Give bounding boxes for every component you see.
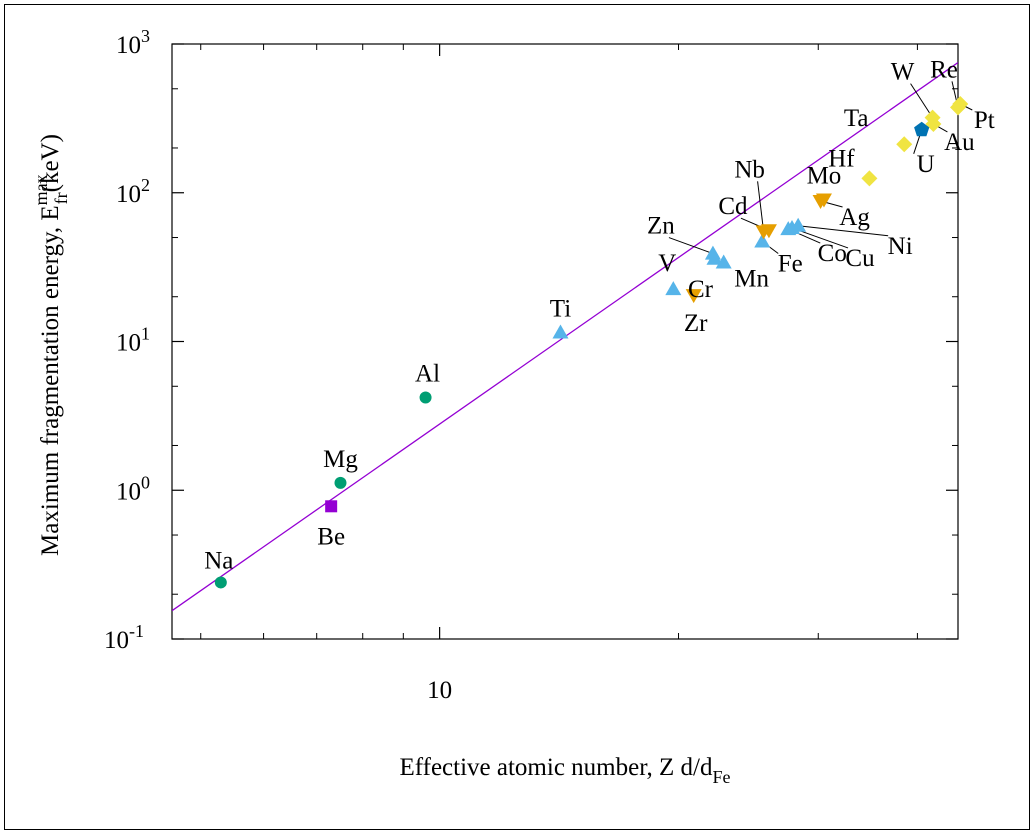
point-ti-marker — [552, 324, 569, 339]
y-tick-label: 101 — [116, 324, 150, 357]
point-mn-marker — [715, 254, 732, 269]
point-label-cr: Cr — [688, 276, 714, 303]
point-label-ag: Ag — [839, 204, 870, 231]
point-label-mn: Mn — [734, 265, 769, 292]
point-label-fe: Fe — [778, 251, 803, 278]
point-label-be: Be — [317, 523, 345, 550]
point-zn-marker — [704, 245, 721, 260]
leader-w — [910, 83, 933, 118]
point-label-co: Co — [818, 240, 847, 267]
point-label-au: Au — [944, 129, 975, 156]
point-al-marker — [419, 391, 432, 404]
leader-zn — [668, 237, 714, 255]
point-mg-marker — [334, 476, 347, 489]
point-u-marker — [914, 121, 930, 137]
point-labels: Na Mg Al Be Ti V Cr Mn Fe Co Ni Cu Zn Zr Nb Mo Cd Ag Hf Ta W… — [204, 56, 995, 574]
point-label-cu: Cu — [845, 245, 875, 272]
axis-ticks: 10-1 100 101 102 103 10 — [104, 26, 958, 704]
point-label-na: Na — [204, 547, 233, 574]
point-label-ni: Ni — [888, 233, 913, 260]
x-axis-label-main: Effective atomic number, Z d/d — [399, 754, 713, 781]
chart-frame — [4, 4, 1030, 830]
point-label-pt: Pt — [974, 107, 995, 134]
point-label-mo: Mo — [807, 163, 842, 190]
point-zr-marker — [685, 289, 702, 304]
data-markers — [214, 96, 969, 589]
x-axis-label-sub: Fe — [713, 767, 731, 787]
point-hf-marker — [861, 170, 878, 187]
leader-nb — [757, 181, 765, 232]
y-axis-label-unit: (keV) — [37, 134, 64, 192]
point-ag-marker — [812, 195, 829, 210]
point-label-zr: Zr — [684, 310, 708, 337]
point-label-re: Re — [930, 56, 958, 83]
point-na-marker — [214, 576, 227, 589]
point-be-marker — [325, 500, 338, 513]
point-label-ti: Ti — [550, 295, 571, 322]
point-label-cd: Cd — [718, 193, 748, 220]
plot-area — [171, 43, 959, 640]
y-tick-label: 100 — [116, 472, 150, 505]
point-cu-marker — [784, 219, 801, 234]
point-label-v: V — [658, 250, 676, 277]
y-tick-label: 102 — [116, 175, 150, 208]
point-label-zn: Zn — [647, 213, 675, 240]
point-label-u: U — [917, 151, 935, 178]
point-fe-marker — [754, 233, 771, 248]
point-v-marker — [665, 281, 682, 296]
point-label-mg: Mg — [323, 446, 358, 473]
point-label-nb: Nb — [734, 156, 765, 183]
point-label-w: W — [891, 59, 915, 86]
y-tick-label: 10-1 — [104, 621, 144, 654]
y-axis-label: Maximum fragmentation energy, Emaxfr(keV… — [31, 134, 71, 556]
point-cd-marker — [760, 224, 777, 239]
y-tick-label: 103 — [116, 26, 150, 59]
point-pt-marker — [952, 96, 969, 113]
x-axis-label: Effective atomic number, Z d/dFe — [399, 754, 730, 787]
y-axis-label-sup: max — [31, 174, 51, 205]
point-label-ta: Ta — [844, 105, 869, 132]
x-tick-label: 10 — [427, 677, 452, 704]
point-au-marker — [925, 115, 942, 132]
point-ta-marker — [896, 136, 913, 153]
y-axis-label-main: Maximum fragmentation energy, E — [37, 205, 64, 556]
point-label-al: Al — [415, 361, 440, 388]
leader-ni — [798, 225, 889, 237]
y-axis-label-sub: fr — [51, 192, 71, 204]
point-label-hf: Hf — [828, 145, 855, 172]
